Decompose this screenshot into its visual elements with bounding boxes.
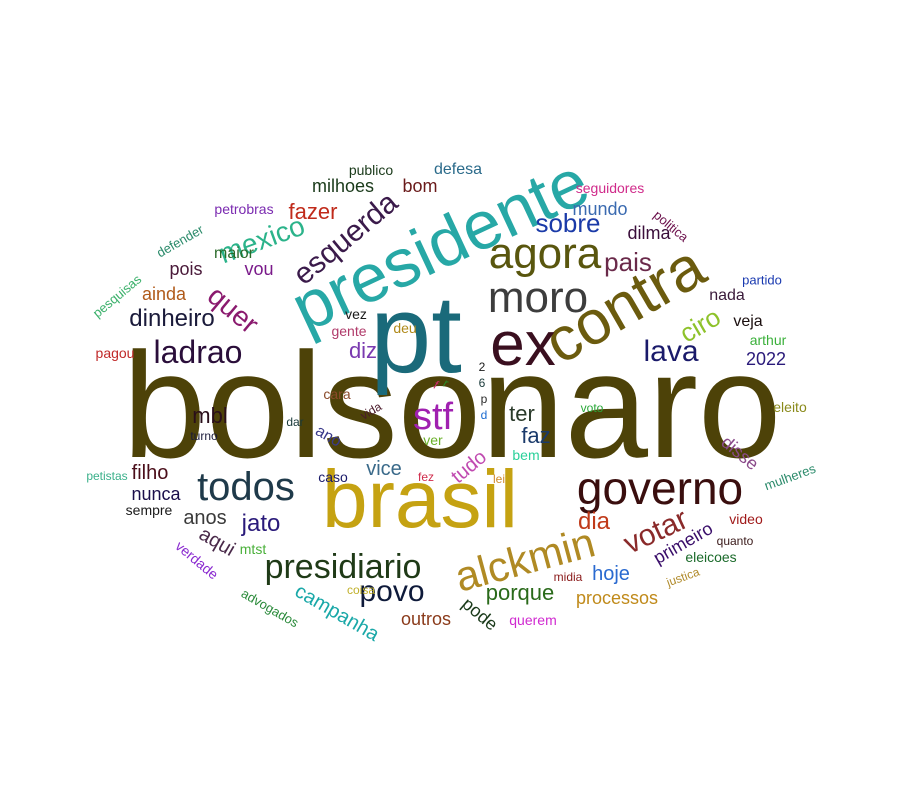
word: pagou	[95, 345, 135, 361]
word: todos	[197, 465, 295, 509]
word: pais	[604, 247, 652, 277]
word: filho	[131, 462, 169, 484]
word: eleito	[773, 399, 807, 415]
word: mtst	[239, 541, 267, 557]
word: faz	[521, 423, 551, 448]
word: fazer	[288, 199, 338, 224]
word: anos	[183, 507, 227, 529]
word: ex	[490, 310, 556, 379]
word: milhoes	[311, 176, 375, 196]
word: pt	[370, 273, 462, 396]
word: ladrao	[153, 334, 243, 370]
word: advogados	[238, 585, 302, 631]
word: partido	[742, 272, 782, 288]
word: bem	[512, 447, 540, 463]
word: diz	[348, 338, 378, 363]
word: seguidores	[575, 180, 645, 196]
word: nunca	[131, 484, 181, 504]
word: outros	[400, 609, 452, 629]
word: vez	[345, 306, 367, 322]
word: bolsonaro	[122, 321, 782, 489]
word: arthur	[749, 332, 787, 348]
word: 2	[478, 360, 486, 374]
word: agora	[488, 229, 602, 278]
word: petistas	[86, 469, 128, 483]
word: gente	[331, 323, 367, 339]
word: deu	[393, 320, 417, 336]
word: brasil	[322, 454, 518, 545]
word: turno	[190, 429, 218, 443]
word: mundo	[572, 199, 628, 219]
word: vice	[366, 458, 402, 480]
word: porque	[485, 580, 555, 605]
word: jato	[241, 510, 281, 537]
word: povo	[359, 575, 425, 608]
word: sempre	[125, 502, 173, 518]
word: nada	[709, 287, 745, 304]
word: eleicoes	[685, 549, 737, 565]
word: d	[480, 408, 488, 422]
word: video	[729, 511, 763, 527]
word: voto	[580, 401, 604, 415]
word: coisa	[346, 583, 376, 597]
word: processos	[575, 588, 659, 608]
word: publico	[348, 162, 394, 178]
word: midia	[553, 570, 583, 584]
word: ver	[423, 432, 443, 448]
word: ter	[509, 401, 535, 426]
word: hoje	[592, 563, 630, 585]
word: lava	[643, 335, 699, 368]
word: querem	[509, 612, 557, 628]
word: dar	[286, 415, 304, 429]
word: moro	[487, 273, 589, 322]
word: pois	[169, 259, 203, 279]
word: ainda	[141, 284, 187, 304]
word: mbl	[192, 403, 228, 428]
word: presidiario	[264, 548, 422, 586]
word: caso	[318, 469, 348, 485]
word: governo	[576, 462, 744, 514]
word: defesa	[433, 161, 483, 178]
word: justica	[664, 564, 702, 590]
word: quanto	[716, 534, 754, 548]
word: dilma	[627, 223, 671, 243]
word: bom	[402, 176, 438, 196]
word: maior	[213, 245, 255, 262]
word: p	[480, 392, 488, 406]
word: dinheiro	[129, 305, 215, 332]
word: sobre	[535, 208, 601, 238]
word: 6	[478, 376, 486, 390]
word: vou	[244, 259, 274, 279]
word: stf	[412, 396, 454, 438]
word: 2022	[745, 349, 787, 369]
word: fez	[417, 470, 435, 484]
word: veja	[733, 313, 763, 330]
word: cara	[323, 386, 351, 402]
word: petrobras	[214, 201, 274, 217]
word: dia	[577, 508, 611, 535]
word: lei	[492, 472, 506, 486]
word: defender	[154, 221, 206, 261]
